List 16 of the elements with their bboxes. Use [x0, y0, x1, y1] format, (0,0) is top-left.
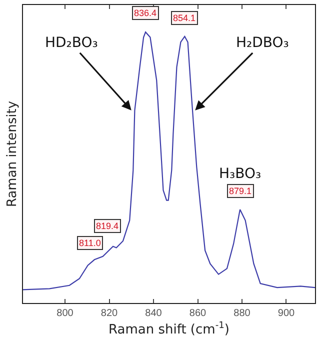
annotation: 879.1	[229, 186, 252, 196]
x-tick-label: 820	[100, 308, 118, 319]
annotation: 836.4	[134, 8, 157, 18]
annotation: 811.0	[79, 238, 101, 248]
x-axis-title: Raman shift (cm$^{-1}$)	[108, 321, 230, 338]
x-tick-label: 900	[278, 308, 296, 319]
x-tick-label: 880	[234, 308, 251, 319]
x-tick-label: 840	[145, 308, 162, 319]
x-tick-label: 800	[56, 308, 74, 319]
annotation: H₂DBO₃	[236, 35, 289, 51]
annotation: H₃BO₃	[219, 166, 262, 182]
y-axis-title: Raman intensity	[4, 100, 20, 208]
annotation: 854.1	[173, 13, 196, 23]
annotation: HD₂BO₃	[45, 35, 98, 51]
x-tick-label: 860	[189, 308, 207, 319]
annotation: 819.4	[96, 221, 119, 231]
